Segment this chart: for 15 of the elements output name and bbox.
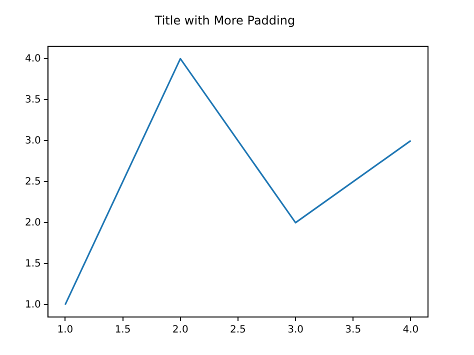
chart-title: Title with More Padding bbox=[154, 13, 296, 28]
x-tick-label: 1.0 bbox=[57, 324, 74, 336]
y-tick-label: 3.0 bbox=[24, 135, 41, 146]
x-tick-label: 3.5 bbox=[345, 324, 362, 336]
y-tick-label: 2.0 bbox=[24, 217, 41, 228]
y-tick-label: 1.0 bbox=[24, 299, 41, 310]
y-tick-label: 2.5 bbox=[24, 176, 41, 188]
x-tick-label: 3.0 bbox=[288, 324, 304, 336]
y-tick-label: 3.5 bbox=[24, 94, 41, 106]
y-tick-label: 1.5 bbox=[24, 258, 41, 270]
x-tick-label: 4.0 bbox=[402, 324, 419, 336]
y-tick-label: 4.0 bbox=[24, 53, 41, 64]
x-tick-label: 2.0 bbox=[172, 324, 188, 336]
x-tick-label: 2.5 bbox=[230, 324, 246, 336]
x-tick-label: 1.5 bbox=[114, 324, 131, 336]
